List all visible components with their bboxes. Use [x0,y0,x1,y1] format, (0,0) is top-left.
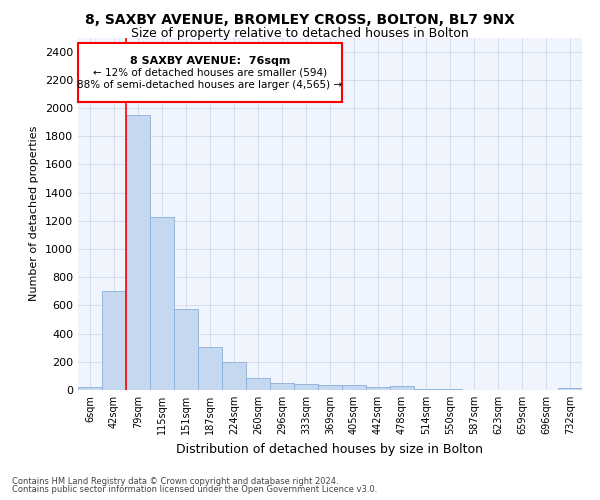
Text: 8 SAXBY AVENUE:  76sqm: 8 SAXBY AVENUE: 76sqm [130,56,290,66]
Bar [126,115,150,390]
X-axis label: Distribution of detached houses by size in Bolton: Distribution of detached houses by size … [176,442,484,456]
Bar [318,385,342,390]
Bar [78,387,102,390]
Bar [270,383,294,390]
Bar [390,386,414,390]
Bar [78,43,342,102]
Bar [246,378,270,390]
Bar [366,387,390,390]
Bar [102,292,126,390]
Bar [174,309,198,390]
Bar [294,384,318,390]
Bar [558,388,582,390]
Text: Contains HM Land Registry data © Crown copyright and database right 2024.: Contains HM Land Registry data © Crown c… [12,477,338,486]
Text: Contains public sector information licensed under the Open Government Licence v3: Contains public sector information licen… [12,485,377,494]
Bar [198,347,222,390]
Y-axis label: Number of detached properties: Number of detached properties [29,126,40,302]
Text: ← 12% of detached houses are smaller (594): ← 12% of detached houses are smaller (59… [93,68,327,78]
Bar [222,362,246,390]
Bar [342,385,366,390]
Text: Size of property relative to detached houses in Bolton: Size of property relative to detached ho… [131,28,469,40]
Text: 88% of semi-detached houses are larger (4,565) →: 88% of semi-detached houses are larger (… [77,80,343,90]
Text: 8, SAXBY AVENUE, BROMLEY CROSS, BOLTON, BL7 9NX: 8, SAXBY AVENUE, BROMLEY CROSS, BOLTON, … [85,12,515,26]
Bar [150,218,174,390]
